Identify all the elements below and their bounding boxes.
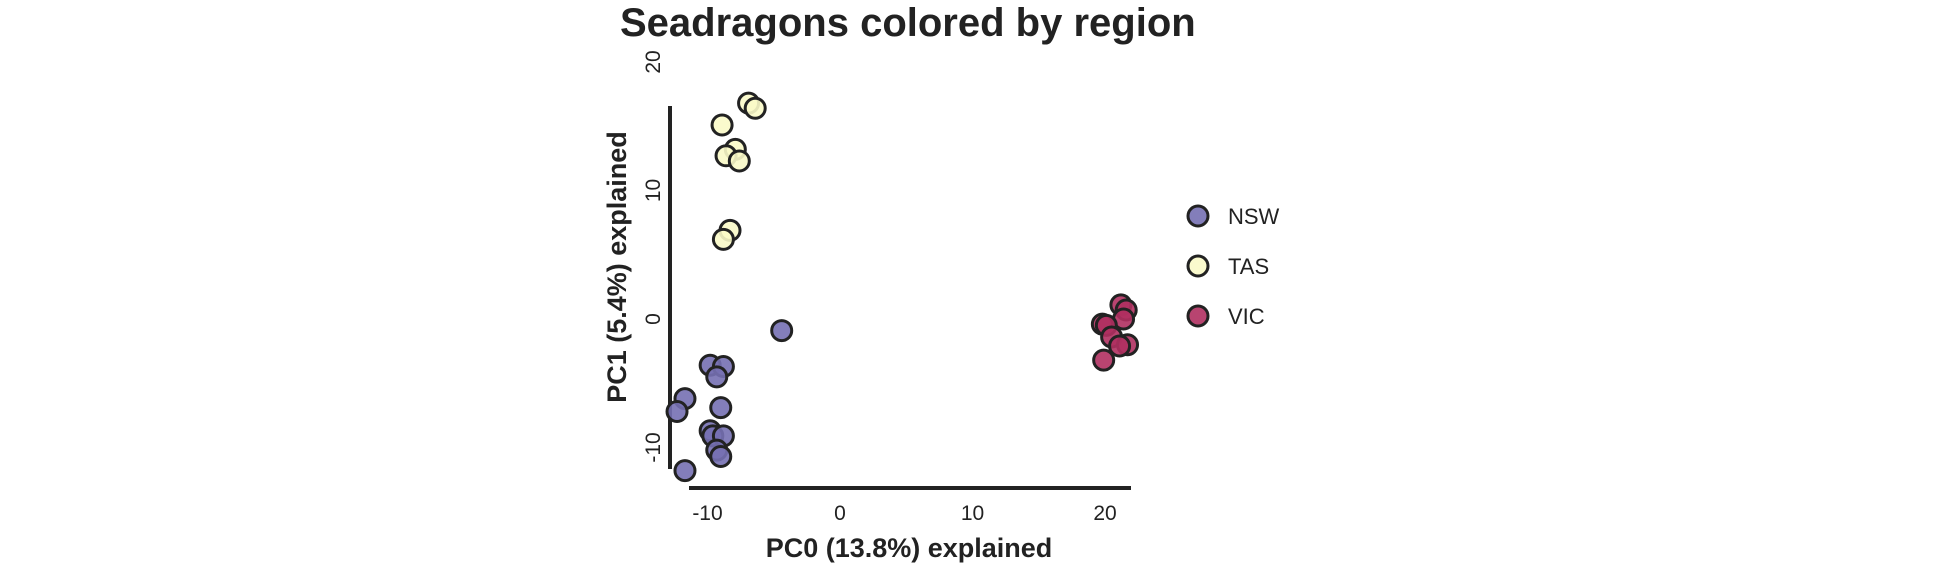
data-point-tas [712,115,732,135]
data-point-nsw [707,367,727,387]
legend-marker-nsw [1188,206,1208,226]
data-point-nsw [711,398,731,418]
y-tick-labels: -10 0 10 20 [642,50,665,462]
legend-label-tas: TAS [1228,254,1269,279]
x-tick-label: 10 [961,502,984,525]
x-axis-label: PC0 (13.8%) explained [766,533,1053,563]
data-point-vic [1094,350,1114,370]
y-tick-label: 20 [642,50,665,73]
data-point-nsw [675,461,695,481]
data-points [667,93,1138,481]
data-point-nsw [772,321,792,341]
legend-marker-vic [1188,306,1208,326]
x-tick-labels: -10 0 10 20 [692,502,1116,525]
data-point-nsw [711,446,731,466]
y-tick-label: 10 [642,179,665,202]
legend-label-vic: VIC [1228,304,1265,329]
x-tick-label: 0 [834,502,846,525]
y-tick-label: -10 [642,432,665,462]
y-axis-label: PC1 (5.4%) explained [602,131,632,403]
x-tick-label: -10 [692,502,722,525]
legend: NSW TAS VIC [1188,204,1280,329]
data-point-nsw [667,402,687,422]
data-point-tas [745,98,765,118]
legend-marker-tas [1188,256,1208,276]
y-tick-label: 0 [642,313,665,325]
x-tick-label: 20 [1093,502,1116,525]
legend-label-nsw: NSW [1228,204,1280,229]
chart-title: Seadragons colored by region [620,1,1196,45]
data-point-tas [729,151,749,171]
data-point-tas [713,229,733,249]
